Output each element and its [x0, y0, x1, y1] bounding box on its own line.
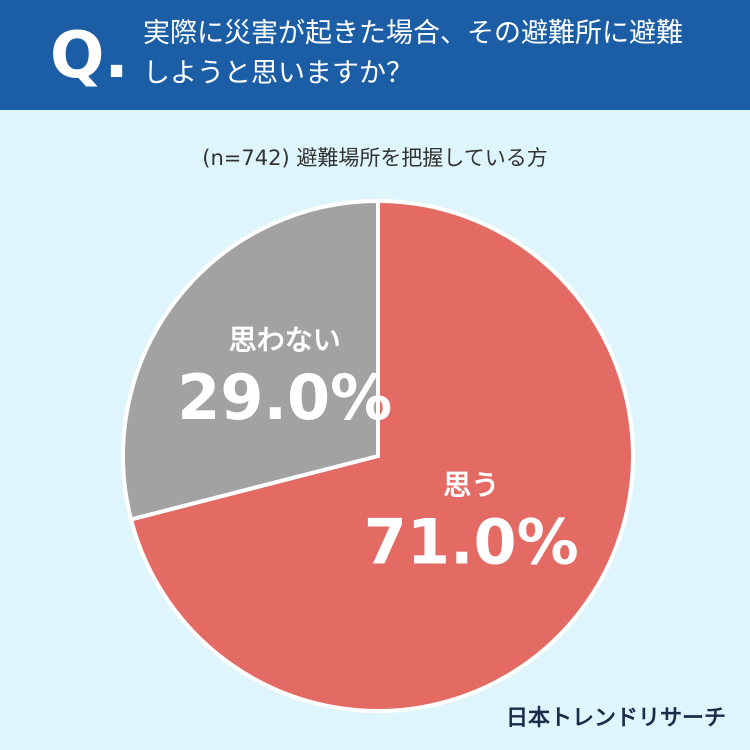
source: 日本トレンドリサーチ	[505, 706, 726, 731]
q-label: Q.	[50, 19, 129, 93]
chart-title: 実際に災害が起きた場合、その避難所に避難しようと思いますか？	[143, 18, 683, 89]
slice-value-label: 29.0%	[177, 361, 392, 434]
header-band: Q. 実際に災害が起きた場合、その避難所に避難しようと思いますか？	[0, 0, 750, 110]
slice-category-label: 思わない	[229, 324, 341, 357]
slice-value-label: 71.0%	[364, 505, 579, 578]
slice-category-label: 思う	[443, 468, 499, 501]
pie-slice	[128, 198, 635, 713]
pie-slice	[121, 198, 380, 522]
subtitle: (n=742) 避難場所を把握している方	[202, 146, 548, 170]
